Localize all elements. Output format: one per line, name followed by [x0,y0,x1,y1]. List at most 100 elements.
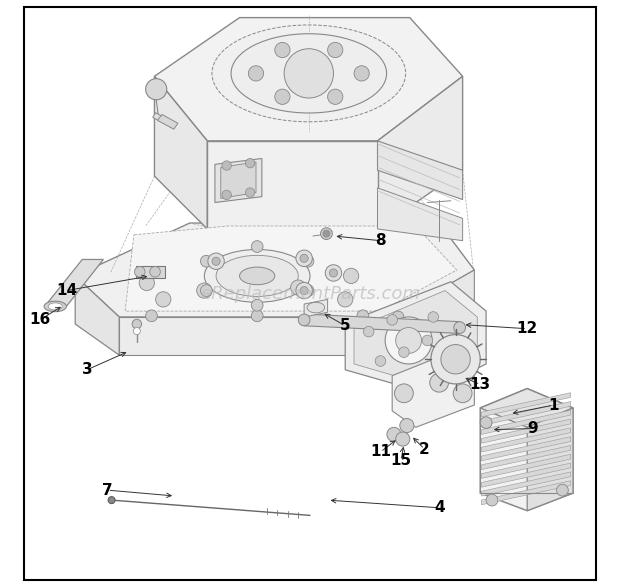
Text: 7: 7 [102,483,113,498]
Text: 13: 13 [470,377,491,392]
Polygon shape [481,393,570,417]
Circle shape [323,230,330,237]
Polygon shape [221,162,256,198]
Circle shape [222,161,231,170]
Text: 11: 11 [370,444,391,460]
Polygon shape [481,437,570,461]
Polygon shape [378,76,463,229]
Circle shape [275,42,290,58]
Circle shape [146,79,167,100]
Polygon shape [154,76,207,229]
Circle shape [375,356,386,366]
Polygon shape [481,428,570,452]
Circle shape [296,282,312,299]
Ellipse shape [231,34,387,113]
Polygon shape [157,114,178,129]
Circle shape [422,335,433,346]
Polygon shape [392,270,474,355]
Text: 16: 16 [29,312,51,328]
Text: 4: 4 [434,500,445,515]
Polygon shape [354,291,477,384]
Circle shape [428,312,438,322]
Polygon shape [153,113,169,124]
Ellipse shape [205,249,310,302]
Ellipse shape [48,303,62,310]
Circle shape [557,484,569,496]
Circle shape [327,89,343,104]
Circle shape [363,326,374,337]
Polygon shape [527,408,573,511]
Circle shape [453,384,472,403]
Circle shape [441,345,470,374]
Circle shape [399,347,409,357]
Circle shape [329,269,337,277]
Text: eReplacementParts.com: eReplacementParts.com [200,285,420,302]
Polygon shape [75,276,119,355]
Circle shape [249,66,264,81]
Circle shape [396,432,410,446]
Polygon shape [304,314,459,333]
Polygon shape [125,226,457,311]
Circle shape [156,292,171,307]
Circle shape [302,255,314,267]
Polygon shape [480,389,573,427]
Circle shape [222,190,231,200]
Circle shape [327,42,343,58]
Circle shape [300,254,308,262]
Polygon shape [481,472,570,496]
Circle shape [146,310,157,322]
Circle shape [392,311,404,323]
Circle shape [284,49,334,98]
Circle shape [200,285,212,296]
Polygon shape [75,223,474,317]
Ellipse shape [307,302,325,313]
Circle shape [296,250,312,266]
Polygon shape [481,419,570,443]
Polygon shape [481,481,570,505]
Circle shape [454,322,466,333]
Circle shape [400,419,414,433]
Text: 8: 8 [375,233,386,248]
Circle shape [246,158,255,168]
Polygon shape [480,389,573,511]
Circle shape [251,310,263,322]
Circle shape [251,299,263,311]
Circle shape [133,328,140,335]
Circle shape [354,66,370,81]
Polygon shape [154,18,463,141]
Circle shape [150,266,161,277]
Circle shape [298,314,310,326]
Polygon shape [119,317,392,355]
Text: 2: 2 [419,441,430,457]
Polygon shape [215,158,262,203]
Circle shape [135,266,145,277]
Circle shape [387,315,397,325]
Polygon shape [481,402,570,426]
Circle shape [394,384,414,403]
Circle shape [300,286,308,295]
Circle shape [208,253,224,269]
Ellipse shape [239,267,275,285]
Circle shape [212,257,220,265]
Circle shape [343,268,359,284]
Polygon shape [207,141,378,229]
Ellipse shape [44,301,66,312]
Circle shape [396,328,422,353]
Circle shape [251,241,263,252]
Circle shape [321,228,332,239]
Polygon shape [45,259,104,306]
Circle shape [326,265,342,281]
Polygon shape [304,299,327,317]
Polygon shape [481,410,570,434]
Ellipse shape [212,25,405,122]
Polygon shape [481,454,570,478]
Circle shape [108,497,115,504]
Circle shape [246,188,255,197]
Circle shape [275,89,290,104]
Polygon shape [392,352,474,427]
Circle shape [132,319,141,329]
Polygon shape [481,446,570,470]
Circle shape [480,417,492,429]
Text: 14: 14 [56,283,77,298]
Polygon shape [378,188,463,241]
